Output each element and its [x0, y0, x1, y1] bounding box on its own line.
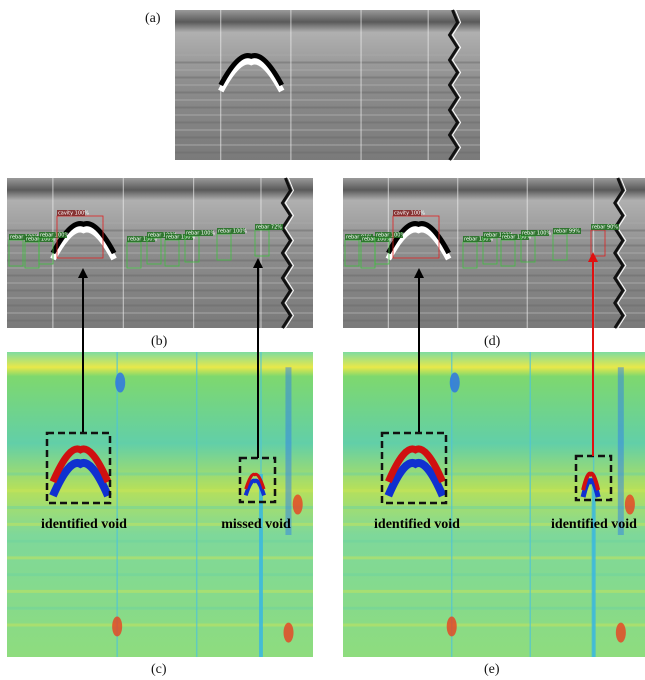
- detection-label: rebar 100%: [40, 233, 69, 239]
- detection-label: rebar 100%: [464, 237, 493, 243]
- radar-image: [7, 177, 313, 329]
- radar-edge: [284, 177, 295, 329]
- arrow-head: [78, 268, 88, 278]
- radar-edge: [613, 177, 625, 329]
- detection-label: rebar 81%: [346, 235, 372, 241]
- heat-spot: [115, 372, 126, 393]
- heat-bg: [7, 352, 313, 657]
- detection-label: rebar 100%: [502, 235, 531, 241]
- arrow-head: [253, 258, 263, 268]
- detection-label: rebar 100%: [10, 235, 39, 241]
- detection-tag: [127, 236, 155, 242]
- detection-tag: [147, 232, 175, 238]
- void-red: [385, 445, 446, 484]
- void-red: [244, 472, 266, 490]
- detection-tag: [521, 230, 549, 236]
- detection-tag: [463, 236, 491, 242]
- void-red: [581, 471, 601, 491]
- detection-label: rebar 100%: [26, 237, 55, 243]
- annotation: identified void: [374, 517, 460, 532]
- radar-image: [343, 177, 645, 329]
- detection-tag: [345, 234, 373, 240]
- detection-label: rebar 90%: [592, 225, 618, 231]
- detection-label: cavity 100%: [394, 211, 425, 217]
- heatmap: [343, 352, 645, 657]
- void-red: [49, 445, 112, 484]
- radar-edge: [451, 9, 462, 161]
- detection-label: rebar 72%: [256, 225, 282, 231]
- annotation: identified void: [41, 517, 127, 532]
- detection-tag: [553, 228, 581, 234]
- heat-spot: [624, 494, 635, 515]
- detection-label: rebar 100%: [362, 237, 391, 243]
- detection-label: cavity 100%: [58, 211, 89, 217]
- void-blue: [243, 478, 266, 497]
- detection-tag: [591, 224, 619, 230]
- heat-spot: [615, 622, 626, 643]
- arrow-head: [414, 268, 424, 278]
- heatmap: [7, 352, 313, 657]
- void-box: [380, 431, 448, 505]
- annotation: identified void: [551, 517, 637, 532]
- detection-tag: [393, 210, 421, 216]
- detection-label: rebar 100%: [522, 231, 551, 237]
- void-blue: [49, 459, 112, 498]
- panel-label: (c): [151, 662, 167, 677]
- detection-tag: [39, 232, 67, 238]
- detection-tag: [9, 234, 37, 240]
- reflection: [218, 58, 285, 93]
- radar-edge: [447, 9, 460, 161]
- detection-tag: [375, 232, 403, 238]
- heat-edge: [617, 367, 624, 535]
- reflection: [218, 52, 284, 87]
- annotation: missed void: [221, 517, 291, 532]
- heat-edge: [285, 367, 292, 535]
- panel-label: (e): [484, 662, 500, 677]
- detection-tag: [185, 230, 213, 236]
- detection-tag: [255, 224, 283, 230]
- heat-spot: [283, 622, 294, 643]
- void-box: [45, 431, 112, 505]
- panel-label: (b): [151, 334, 168, 349]
- detection-label: rebar 100%: [376, 233, 405, 239]
- radar-image: [175, 9, 480, 161]
- detection-label: rebar 100%: [148, 233, 177, 239]
- detection-label: rebar 100%: [218, 229, 247, 235]
- detection-tag: [217, 228, 245, 234]
- detection-label: rebar 100%: [186, 231, 215, 237]
- detection-tag: [57, 210, 85, 216]
- panel-label: (d): [484, 334, 501, 349]
- detection-label: rebar 100%: [166, 235, 195, 241]
- heat-spot: [446, 616, 457, 637]
- detection-label: rebar 100%: [128, 237, 157, 243]
- heat-spot: [292, 494, 303, 515]
- detection-label: rebar 100%: [484, 233, 513, 239]
- detection-tag: [483, 232, 511, 238]
- arrow-head: [588, 252, 598, 262]
- heat-spot: [449, 372, 460, 393]
- reflection: [50, 226, 117, 261]
- void-blue: [384, 459, 447, 498]
- detection-tag: [501, 234, 529, 240]
- radar-edge: [280, 177, 293, 329]
- heat-spot: [112, 616, 123, 637]
- radar-edge: [617, 177, 627, 329]
- heat-bg: [343, 352, 645, 657]
- detection-label: rebar 99%: [554, 229, 580, 235]
- detection-tag: [165, 234, 193, 240]
- panel-label: (a): [145, 11, 161, 26]
